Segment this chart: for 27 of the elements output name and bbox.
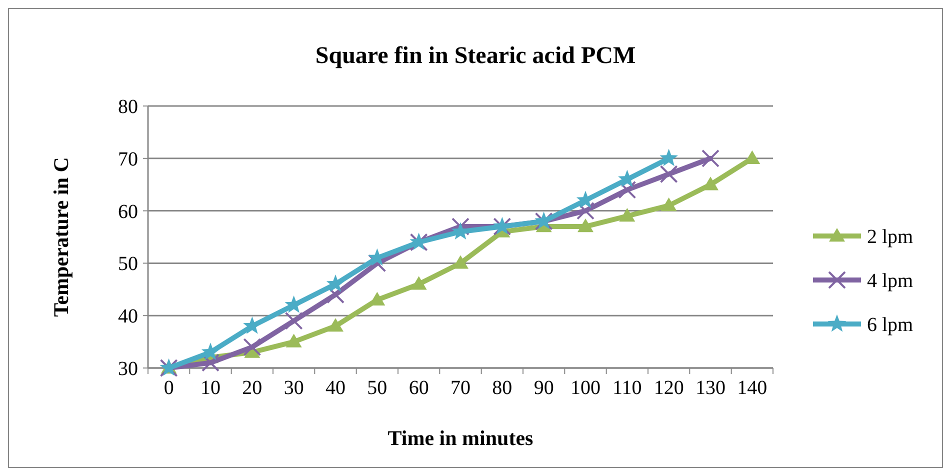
x-axis-title: Time in minutes xyxy=(388,426,534,450)
y-tick-label: 30 xyxy=(118,358,138,380)
x-tick-label: 70 xyxy=(450,377,470,399)
legend-label: 6 lpm xyxy=(867,314,914,336)
legend-label: 2 lpm xyxy=(867,226,914,248)
y-tick-label: 80 xyxy=(118,96,138,118)
x-tick-label: 20 xyxy=(242,377,262,399)
x-tick-label: 80 xyxy=(492,377,512,399)
y-tick-label: 60 xyxy=(118,200,138,223)
x-tick-label: 0 xyxy=(164,377,174,399)
x-tick-label: 30 xyxy=(284,377,304,399)
chart-title: Square fin in Stearic acid PCM xyxy=(315,43,636,69)
x-tick-label: 120 xyxy=(654,377,684,399)
x-tick-label: 60 xyxy=(408,377,429,399)
legend-label: 4 lpm xyxy=(867,270,914,292)
x-tick-label: 90 xyxy=(534,377,554,399)
x-tick-label: 10 xyxy=(200,377,220,399)
x-tick-label: 40 xyxy=(326,377,346,399)
x-tick-label: 110 xyxy=(612,377,642,399)
x-tick-label: 100 xyxy=(570,377,600,399)
y-tick-label: 70 xyxy=(118,148,138,170)
y-tick-label: 40 xyxy=(118,306,138,328)
y-axis-title: Temperature in C xyxy=(49,157,73,317)
x-tick-label: 50 xyxy=(367,377,388,399)
x-tick-label: 130 xyxy=(696,377,726,399)
y-tick-label: 50 xyxy=(118,253,138,276)
x-tick-label: 140 xyxy=(737,377,768,399)
